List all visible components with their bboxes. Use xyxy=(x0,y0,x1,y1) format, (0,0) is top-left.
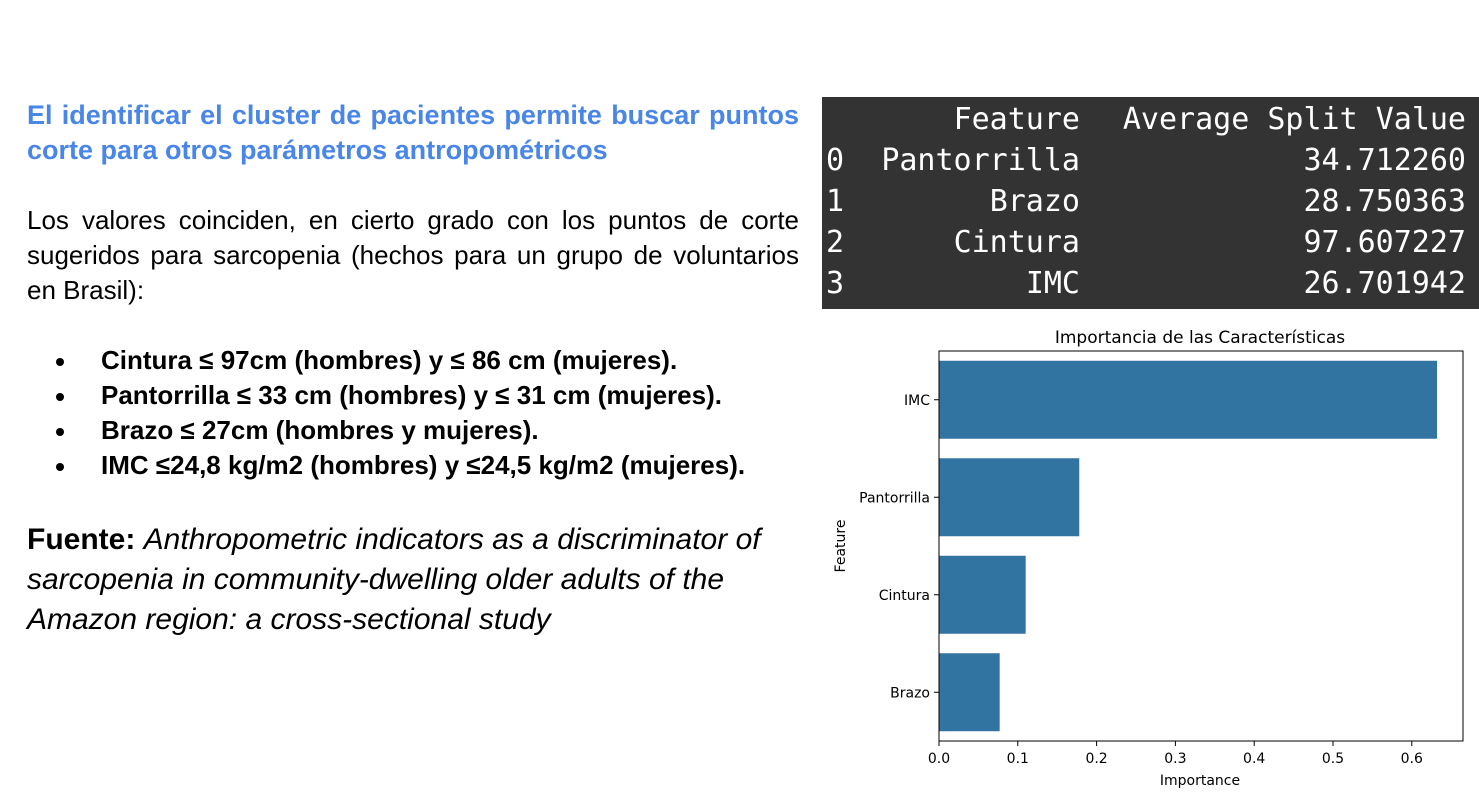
x-tick-label: 0.0 xyxy=(928,751,950,767)
x-tick-label: 0.4 xyxy=(1243,751,1265,767)
y-tick-label: Pantorrilla xyxy=(859,490,930,506)
bullet-icon xyxy=(56,358,64,366)
bar-cintura xyxy=(939,555,1026,634)
y-tick-label: IMC xyxy=(904,393,930,409)
bar-pantorrilla xyxy=(939,458,1080,537)
x-tick-label: 0.6 xyxy=(1401,751,1423,767)
row-feature: Cintura xyxy=(953,225,1080,260)
bars-layer xyxy=(939,360,1437,732)
bullet-icon xyxy=(56,463,64,471)
header-feature: Feature xyxy=(953,102,1080,137)
source-label: Fuente: xyxy=(27,523,136,556)
row-split-value: 97.607227 xyxy=(1303,225,1466,260)
table-row: 3 IMC 26.701942 xyxy=(826,263,1466,304)
table-row: 2 Cintura 97.607227 xyxy=(826,222,1466,263)
row-index: 2 xyxy=(826,225,845,260)
split-value-table: Feature Average Split Value 0 Pantorrill… xyxy=(826,99,1466,304)
table-row: 1 Brazo 28.750363 xyxy=(826,181,1466,222)
header-index xyxy=(826,99,868,140)
header-split-value: Average Split Value xyxy=(1122,102,1466,137)
plot-frame xyxy=(938,350,1464,742)
row-index: 1 xyxy=(826,184,845,219)
cutoff-list: Cintura ≤ 97cm (hombres) y ≤ 86 cm (muje… xyxy=(27,343,799,483)
cutoff-text: IMC ≤24,8 kg/m2 (hombres) y ≤24,5 kg/m2 … xyxy=(101,450,746,480)
cutoff-item-brazo: Brazo ≤ 27cm (hombres y mujeres). xyxy=(27,413,799,448)
bar-imc xyxy=(939,360,1437,439)
section-heading: El identificar el cluster de pacientes p… xyxy=(27,100,799,165)
split-value-table-panel: Feature Average Split Value 0 Pantorrill… xyxy=(822,97,1479,309)
x-tick-label: 0.3 xyxy=(1164,751,1186,767)
cutoff-item-imc: IMC ≤24,8 kg/m2 (hombres) y ≤24,5 kg/m2 … xyxy=(27,448,799,483)
table-header-row: Feature Average Split Value xyxy=(826,99,1466,140)
x-axis: 0.0 0.1 0.2 0.3 0.4 0.5 0.6 xyxy=(928,741,1423,767)
left-text-panel: El identificar el cluster de pacientes p… xyxy=(27,98,799,640)
row-index: 3 xyxy=(826,266,845,301)
x-tick-label: 0.2 xyxy=(1085,751,1107,767)
row-split-value: 28.750363 xyxy=(1303,184,1466,219)
row-index: 0 xyxy=(826,143,845,178)
x-tick-label: 0.1 xyxy=(1007,751,1029,767)
bullet-icon xyxy=(56,428,64,436)
y-axis: IMC Pantorrilla Cintura Brazo xyxy=(859,393,939,701)
x-tick-label: 0.5 xyxy=(1322,751,1344,767)
cutoff-text: Pantorrilla ≤ 33 cm (hombres) y ≤ 31 cm … xyxy=(101,380,722,410)
source-citation: Fuente: Anthropometric indicators as a d… xyxy=(27,520,799,640)
row-feature: Pantorrilla xyxy=(881,143,1080,178)
x-axis-label: Importance xyxy=(1160,773,1240,789)
cutoff-text: Cintura ≤ 97cm (hombres) y ≤ 86 cm (muje… xyxy=(101,345,678,375)
row-split-value: 34.712260 xyxy=(1303,143,1466,178)
bullet-icon xyxy=(56,393,64,401)
chart-title: Importancia de las Características xyxy=(1055,328,1345,348)
y-axis-label: Feature xyxy=(833,520,849,573)
intro-paragraph: Los valores coinciden, en cierto grado c… xyxy=(27,205,799,305)
row-split-value: 26.701942 xyxy=(1303,266,1466,301)
row-feature: Brazo xyxy=(989,184,1080,219)
table-row: 0 Pantorrilla 34.712260 xyxy=(826,140,1466,181)
cutoff-text: Brazo ≤ 27cm (hombres y mujeres). xyxy=(101,415,539,445)
y-tick-label: Brazo xyxy=(890,685,930,701)
cutoff-item-cintura: Cintura ≤ 97cm (hombres) y ≤ 86 cm (muje… xyxy=(27,343,799,378)
y-tick-label: Cintura xyxy=(879,588,930,604)
row-feature: IMC xyxy=(1025,266,1080,301)
feature-importance-chart: Importancia de las Características IMC Pa… xyxy=(833,328,1464,789)
cutoff-item-pantorrilla: Pantorrilla ≤ 33 cm (hombres) y ≤ 31 cm … xyxy=(27,378,799,413)
bar-brazo xyxy=(939,653,1000,732)
source-title: Anthropometric indicators as a discrimin… xyxy=(27,523,761,636)
